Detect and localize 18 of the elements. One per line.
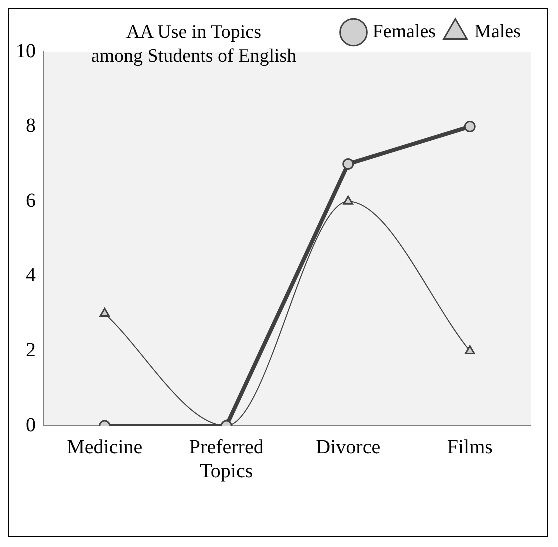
legend-label: Females	[372, 21, 436, 42]
y-tick-label: 4	[26, 264, 36, 287]
x-tick-label: Divorce	[316, 436, 381, 458]
legend-label: Males	[474, 21, 522, 42]
y-tick-label: 2	[26, 339, 36, 362]
x-tick-label: Films	[447, 436, 494, 458]
point	[464, 121, 476, 133]
y-tick-label: 8	[26, 115, 36, 138]
x-tick-label: Preferred Topics	[189, 436, 264, 482]
point	[342, 158, 354, 170]
point	[343, 196, 354, 205]
x-tick-label: Medicine	[67, 436, 143, 458]
point	[465, 345, 476, 354]
chart-title: AA Use in Topics among Students of English	[90, 21, 298, 69]
y-tick-label: 6	[26, 190, 36, 212]
y-tick-label: 0	[26, 414, 36, 436]
y-tick-label: 10	[16, 40, 36, 62]
point	[100, 308, 110, 318]
